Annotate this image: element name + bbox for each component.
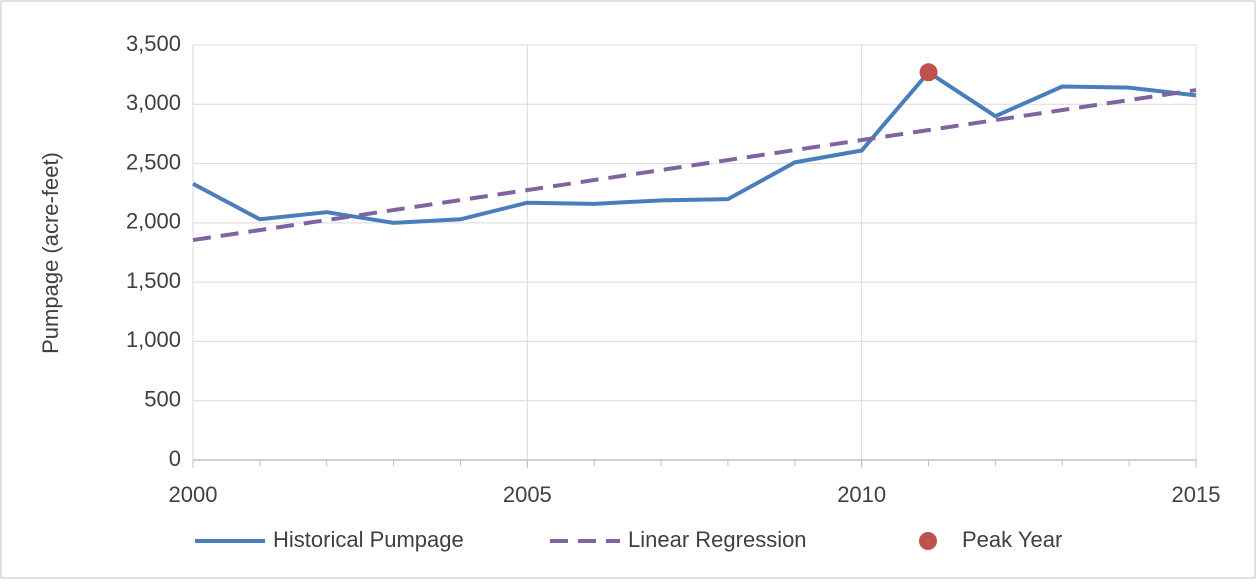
y-tick-label: 2,500 <box>126 149 181 174</box>
legend-label: Peak Year <box>962 527 1062 552</box>
y-axis-label: Pumpage (acre-feet) <box>38 152 63 354</box>
x-tick-label: 2015 <box>1172 482 1221 507</box>
x-tick-label: 2005 <box>503 482 552 507</box>
legend-label: Historical Pumpage <box>273 527 464 552</box>
y-tick-label: 0 <box>169 446 181 471</box>
peak-marker <box>919 63 938 82</box>
y-tick-label: 3,500 <box>126 31 181 56</box>
y-tick-label: 1,500 <box>126 268 181 293</box>
data-line <box>192 70 1197 225</box>
legend-label: Linear Regression <box>628 527 807 552</box>
x-tick-label: 2000 <box>169 482 218 507</box>
y-tick-label: 1,000 <box>126 327 181 352</box>
y-tick-label: 3,000 <box>126 90 181 115</box>
x-tick-label: 2010 <box>837 482 886 507</box>
y-tick-label: 2,000 <box>126 209 181 234</box>
y-tick-label: 500 <box>144 387 181 412</box>
legend-swatch <box>919 532 937 550</box>
regression-line <box>192 88 1197 243</box>
